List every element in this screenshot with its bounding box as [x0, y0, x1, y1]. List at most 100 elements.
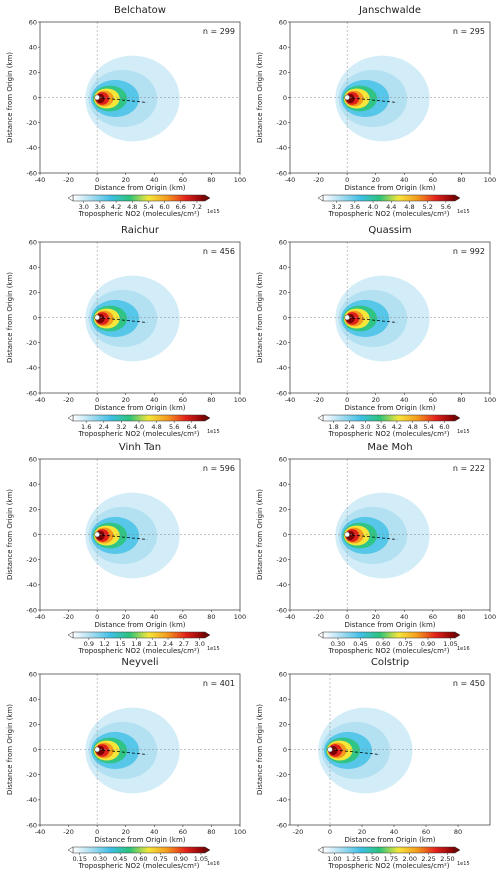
panel-title: Vinh Tan	[119, 442, 161, 453]
colorbar-extend	[204, 414, 211, 422]
y-tick-label: -40	[276, 796, 287, 804]
y-tick-label: 60	[29, 238, 37, 246]
x-tick-label: 40	[150, 396, 158, 404]
x-tick-label: -40	[285, 396, 296, 404]
colorbar-tick-label: 4.8	[404, 203, 414, 211]
colorbar-tick-label: 4.8	[127, 203, 137, 211]
plume-image	[85, 707, 180, 794]
x-axis-label: Distance from Origin (km)	[344, 836, 435, 844]
x-tick-label: -40	[285, 613, 296, 621]
y-tick-label: -60	[26, 821, 37, 829]
y-tick-label: -20	[276, 556, 287, 564]
x-tick-label: 20	[372, 176, 380, 184]
y-tick-label: 60	[279, 238, 287, 246]
x-tick-label: 20	[122, 613, 130, 621]
x-tick-label: 100	[484, 613, 496, 621]
y-tick-label: 40	[279, 695, 287, 703]
y-axis-label: Distance from Origin (km)	[6, 704, 14, 795]
colorbar-tick-label: 5.6	[169, 423, 179, 431]
colorbar-tick-label: 1.50	[365, 855, 379, 863]
colorbar-tick-label: 3.2	[116, 423, 126, 431]
origin-marker	[94, 531, 100, 538]
y-tick-label: -20	[26, 119, 37, 127]
colorbar-tick-label: 0.90	[174, 855, 188, 863]
x-tick-label: -20	[313, 613, 324, 621]
y-tick-label: -20	[276, 119, 287, 127]
colorbar-offset: 1e15	[457, 209, 470, 215]
colorbar-tick-label: 4.0	[134, 423, 144, 431]
x-axis-label: Distance from Origin (km)	[94, 621, 185, 629]
y-tick-label: 0	[33, 94, 37, 102]
y-tick-label: -60	[26, 606, 37, 614]
y-tick-label: 40	[29, 480, 37, 488]
y-tick-label: 40	[29, 263, 37, 271]
x-tick-label: 0	[95, 828, 99, 836]
y-tick-label: -60	[276, 169, 287, 177]
colorbar-label: Tropospheric NO2 (molecules/cm²)	[78, 647, 200, 655]
annotation: n = 596	[203, 464, 235, 473]
annotation: n = 456	[203, 247, 235, 256]
colorbar-tick-label: 0.30	[93, 855, 107, 863]
colorbar-extend	[67, 194, 74, 202]
colorbar-tick-label: 2.4	[344, 423, 354, 431]
colorbar-tick-label: 0.90	[421, 640, 435, 648]
x-tick-label: 0	[345, 396, 349, 404]
colorbar-offset: 1e15	[207, 646, 220, 652]
x-tick-label: -20	[313, 396, 324, 404]
colorbar-tick-label: 4.2	[111, 203, 121, 211]
colorbar-tick-label: 0.30	[331, 640, 345, 648]
colorbar-tick-label: 4.4	[386, 203, 396, 211]
colorbar	[72, 194, 206, 202]
colorbar-tick-label: 4.2	[392, 423, 402, 431]
y-tick-label: -60	[276, 606, 287, 614]
x-axis-label: Distance from Origin (km)	[94, 404, 185, 412]
plume-image	[335, 492, 430, 579]
y-tick-label: 0	[33, 746, 37, 754]
plume-image	[85, 275, 180, 362]
origin-marker	[94, 746, 100, 753]
colorbar-tick-label: 4.8	[151, 423, 161, 431]
x-tick-label: 40	[390, 828, 398, 836]
origin-marker	[94, 314, 100, 321]
colorbar-offset: 1e15	[207, 429, 220, 435]
y-tick-label: -40	[276, 581, 287, 589]
x-tick-label: 100	[234, 828, 246, 836]
colorbar-tick-label: 4.0	[368, 203, 378, 211]
colorbar-tick-label: 1.05	[194, 855, 208, 863]
colorbar-tick-label: 6.0	[439, 423, 449, 431]
colorbar-tick-label: 1.00	[327, 855, 341, 863]
origin-marker	[327, 746, 333, 753]
y-axis-label: Distance from Origin (km)	[256, 52, 264, 143]
plume-image	[335, 275, 430, 362]
colorbar-extend	[204, 194, 211, 202]
x-tick-label: 20	[372, 396, 380, 404]
x-tick-label: 0	[345, 176, 349, 184]
colorbar-tick-label: 3.6	[376, 423, 386, 431]
y-tick-label: 20	[279, 69, 287, 77]
x-tick-label: 0	[95, 396, 99, 404]
panel-title: Quassim	[368, 225, 411, 236]
colorbar-extend	[454, 414, 461, 422]
colorbar-tick-label: 6.6	[176, 203, 186, 211]
colorbar-label: Tropospheric NO2 (molecules/cm²)	[328, 430, 450, 438]
colorbar-label: Tropospheric NO2 (molecules/cm²)	[328, 210, 450, 218]
x-tick-label: 80	[207, 396, 215, 404]
x-tick-label: -20	[63, 828, 74, 836]
plume-image	[335, 55, 430, 142]
y-tick-label: -40	[26, 144, 37, 152]
colorbar-tick-label: 1.8	[131, 640, 141, 648]
y-tick-label: 20	[279, 289, 287, 297]
colorbar-tick-label: 1.2	[100, 640, 110, 648]
x-tick-label: 0	[95, 176, 99, 184]
colorbar-extend	[67, 414, 74, 422]
colorbar-tick-label: 5.6	[441, 203, 451, 211]
colorbar-extend	[454, 846, 461, 854]
colorbar-tick-label: 1.25	[346, 855, 360, 863]
colorbar-tick-label: 2.00	[403, 855, 417, 863]
y-tick-label: -60	[276, 821, 287, 829]
y-tick-label: -40	[276, 144, 287, 152]
x-axis-label: Distance from Origin (km)	[344, 621, 435, 629]
panel-title: Janschwalde	[358, 5, 421, 16]
colorbar-tick-label: 3.2	[331, 203, 341, 211]
colorbar-tick-label: 0.45	[113, 855, 127, 863]
